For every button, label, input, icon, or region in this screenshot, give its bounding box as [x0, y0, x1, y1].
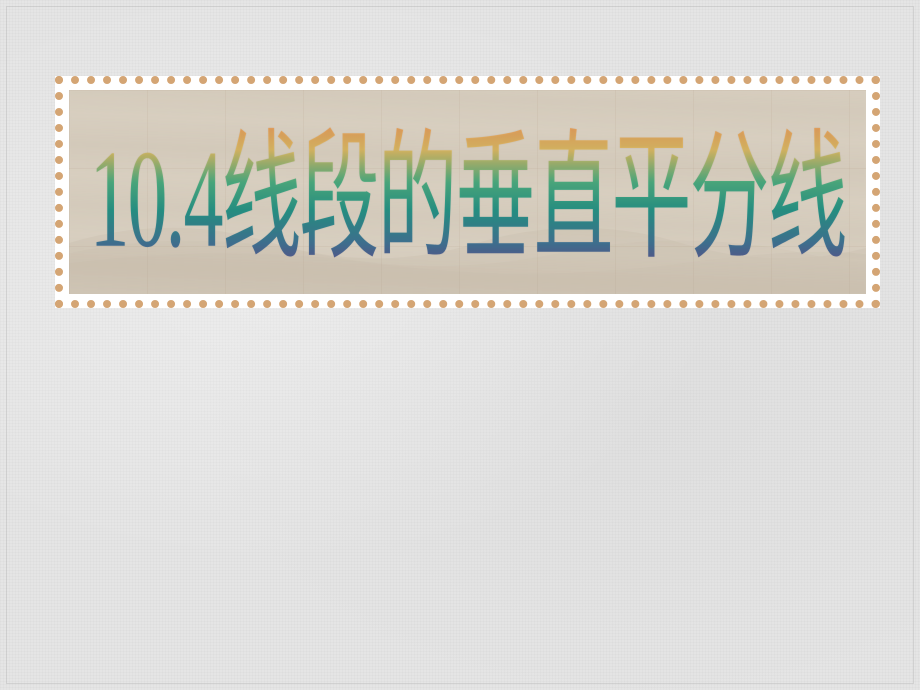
title-frame: 10.4线段的垂直平分线	[55, 76, 880, 308]
title-inner-panel: 10.4线段的垂直平分线	[69, 90, 866, 294]
slide-title: 10.4线段的垂直平分线	[90, 90, 846, 288]
